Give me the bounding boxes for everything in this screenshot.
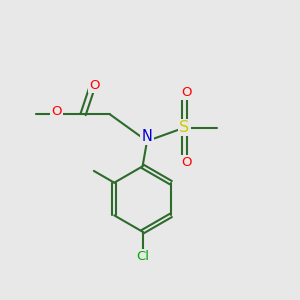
Text: O: O bbox=[89, 79, 100, 92]
Text: N: N bbox=[142, 129, 152, 144]
Text: S: S bbox=[179, 120, 189, 135]
Text: O: O bbox=[51, 105, 62, 118]
Text: Cl: Cl bbox=[136, 250, 149, 263]
Text: O: O bbox=[181, 86, 192, 99]
Text: O: O bbox=[181, 156, 192, 169]
